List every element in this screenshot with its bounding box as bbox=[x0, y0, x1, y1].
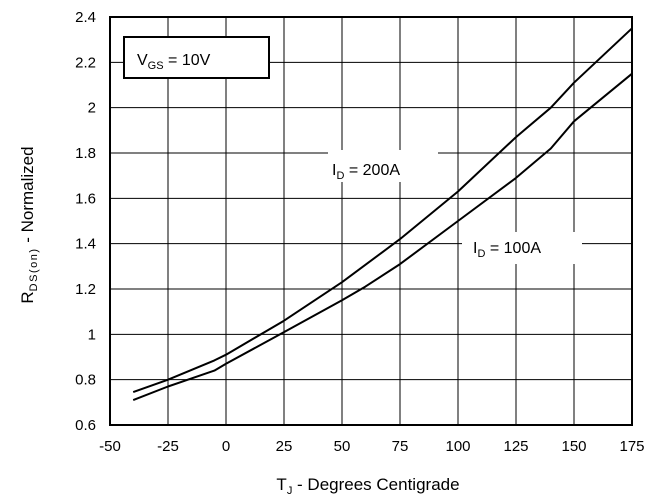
y-tick-label: 1 bbox=[88, 326, 96, 343]
x-tick-labels: -50 -25 0 25 50 75 100 125 150 175 bbox=[99, 438, 644, 455]
series-label-100a: ID = 100A bbox=[473, 240, 541, 260]
legend-box bbox=[123, 36, 270, 79]
plot-frame bbox=[109, 16, 633, 426]
y-tick-label: 1.2 bbox=[75, 281, 96, 298]
x-tick-label: 25 bbox=[276, 438, 293, 455]
x-tick-label: -25 bbox=[157, 438, 179, 455]
y-tick-label: 1.6 bbox=[75, 190, 96, 207]
y-tick-label: 2.2 bbox=[75, 54, 96, 71]
x-tick-label: 50 bbox=[334, 438, 351, 455]
x-tick-label: 0 bbox=[222, 438, 230, 455]
legend-text: VGS = 10V bbox=[137, 52, 211, 72]
label-100a-bg bbox=[462, 232, 582, 264]
x-tick-label: 125 bbox=[503, 438, 528, 455]
x-tick-label: 75 bbox=[392, 438, 409, 455]
x-tick-label: -50 bbox=[99, 438, 121, 455]
y-tick-label: 1.8 bbox=[75, 145, 96, 162]
series-label-200a: ID = 200A bbox=[332, 162, 400, 182]
x-tick-label: 150 bbox=[561, 438, 586, 455]
x-tick-label: 100 bbox=[445, 438, 470, 455]
y-tick-label: 0.8 bbox=[75, 372, 96, 389]
x-axis-label: TJ - Degrees Centigrade bbox=[276, 475, 459, 497]
y-tick-label: 2.4 bbox=[75, 9, 96, 26]
y-tick-label: 0.6 bbox=[75, 417, 96, 434]
series-line-200a bbox=[132, 27, 633, 394]
y-tick-label: 1.4 bbox=[75, 236, 96, 253]
y-axis-label: RDS(on) - Normalized bbox=[18, 146, 40, 303]
y-tick-label: 2 bbox=[88, 100, 96, 117]
series-layer bbox=[132, 27, 633, 402]
y-tick-labels: 0.6 0.8 1 1.2 1.4 1.6 1.8 2 2.2 2.4 bbox=[75, 9, 96, 434]
x-tick-label: 175 bbox=[619, 438, 644, 455]
label-200a-bg bbox=[328, 150, 438, 182]
series-line-100a bbox=[132, 72, 633, 402]
